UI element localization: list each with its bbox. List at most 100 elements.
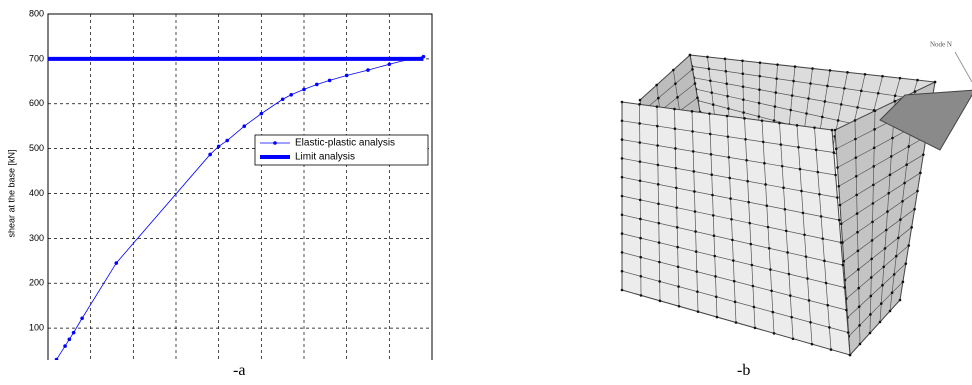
- mesh-node: [742, 98, 745, 101]
- mesh-node: [706, 56, 709, 59]
- mesh-node: [767, 226, 770, 229]
- mesh-node: [639, 179, 642, 182]
- mesh-node: [905, 163, 908, 166]
- mesh-node: [727, 135, 730, 138]
- mesh-node: [857, 268, 860, 271]
- y-tick-label: 400: [29, 188, 44, 198]
- mesh-node: [676, 246, 679, 249]
- mesh-node: [869, 332, 872, 335]
- mesh-node: [731, 239, 734, 242]
- mesh-node: [843, 87, 846, 90]
- mesh-node: [621, 289, 624, 292]
- mesh-node: [789, 294, 792, 297]
- mesh-node: [658, 222, 661, 225]
- mesh-node: [781, 165, 784, 168]
- mesh-node: [774, 105, 777, 108]
- mesh-node: [725, 70, 728, 73]
- mesh-node: [849, 354, 852, 357]
- mesh-node: [776, 63, 779, 66]
- mesh-node: [732, 259, 735, 262]
- mesh-node: [802, 212, 805, 215]
- mesh-node: [655, 84, 658, 87]
- mesh-node: [886, 210, 889, 213]
- mesh-node: [753, 306, 756, 309]
- mesh-node: [821, 237, 824, 240]
- mesh-node: [855, 194, 858, 197]
- mesh-node: [785, 230, 788, 233]
- mesh-node: [638, 103, 641, 106]
- mesh-node: [836, 196, 839, 199]
- mesh-node: [903, 182, 906, 185]
- mesh-node: [658, 280, 661, 283]
- mesh-node: [675, 206, 678, 209]
- mesh-node: [672, 69, 675, 72]
- mesh-node: [750, 243, 753, 246]
- legend-marker: [273, 141, 277, 145]
- mesh-node: [689, 54, 692, 57]
- mesh-node: [837, 119, 840, 122]
- y-tick-label: 200: [29, 278, 44, 288]
- mesh-node: [621, 176, 624, 179]
- data-point: [328, 79, 332, 83]
- mesh-node: [621, 101, 624, 104]
- mesh-node: [763, 162, 766, 165]
- mesh-node: [709, 79, 712, 82]
- y-tick-label: 100: [29, 323, 44, 333]
- mesh-node: [639, 99, 642, 102]
- mesh-node: [809, 321, 812, 324]
- mesh-node: [730, 218, 733, 221]
- mesh-node: [899, 299, 902, 302]
- mesh-node: [857, 250, 860, 253]
- mesh-node: [724, 58, 727, 61]
- mesh-node: [870, 276, 873, 279]
- mesh-node: [621, 120, 624, 123]
- mesh-node: [742, 85, 745, 88]
- mesh-node: [919, 172, 922, 175]
- data-point: [315, 83, 319, 87]
- mesh-node: [735, 321, 738, 324]
- mesh-node: [691, 68, 694, 71]
- mesh-node: [640, 294, 643, 297]
- mesh-node: [762, 141, 765, 144]
- mesh-node: [741, 59, 744, 62]
- mesh-node: [694, 230, 697, 233]
- plot-area: [48, 14, 432, 360]
- y-tick-label: 300: [29, 233, 44, 243]
- mesh-node: [831, 129, 834, 132]
- mesh-node: [893, 273, 896, 276]
- mesh-node: [639, 141, 642, 144]
- mesh-node: [657, 183, 660, 186]
- mesh-node: [894, 94, 897, 97]
- mesh-node: [884, 247, 887, 250]
- mesh-node: [639, 256, 642, 259]
- mesh-node: [821, 116, 824, 119]
- mesh-node: [659, 300, 662, 303]
- mesh-node: [815, 149, 818, 152]
- mesh-node: [823, 260, 826, 263]
- mesh-node: [657, 97, 660, 100]
- mesh-node: [752, 285, 755, 288]
- mesh-node: [696, 270, 699, 273]
- node-pointer: [955, 52, 972, 82]
- mesh-node: [913, 208, 916, 211]
- mesh-node: [748, 222, 751, 225]
- legend-label: Limit analysis: [295, 152, 355, 163]
- mesh-node: [656, 144, 659, 147]
- mesh-node: [813, 126, 816, 129]
- mesh-node: [734, 301, 737, 304]
- mesh-node: [881, 284, 884, 287]
- mesh-node: [639, 199, 642, 202]
- mesh-node: [711, 194, 714, 197]
- mesh-node: [800, 190, 803, 193]
- mesh-node: [674, 82, 677, 85]
- mesh-node: [817, 171, 820, 174]
- mesh-node: [934, 81, 937, 84]
- mesh-node: [885, 229, 888, 232]
- mesh-node: [811, 343, 814, 346]
- mesh-node: [854, 119, 857, 122]
- mesh-node: [715, 295, 718, 298]
- mesh-node: [840, 103, 843, 106]
- mesh-node: [758, 115, 761, 118]
- mesh-node: [621, 214, 624, 217]
- mesh-node: [773, 332, 776, 335]
